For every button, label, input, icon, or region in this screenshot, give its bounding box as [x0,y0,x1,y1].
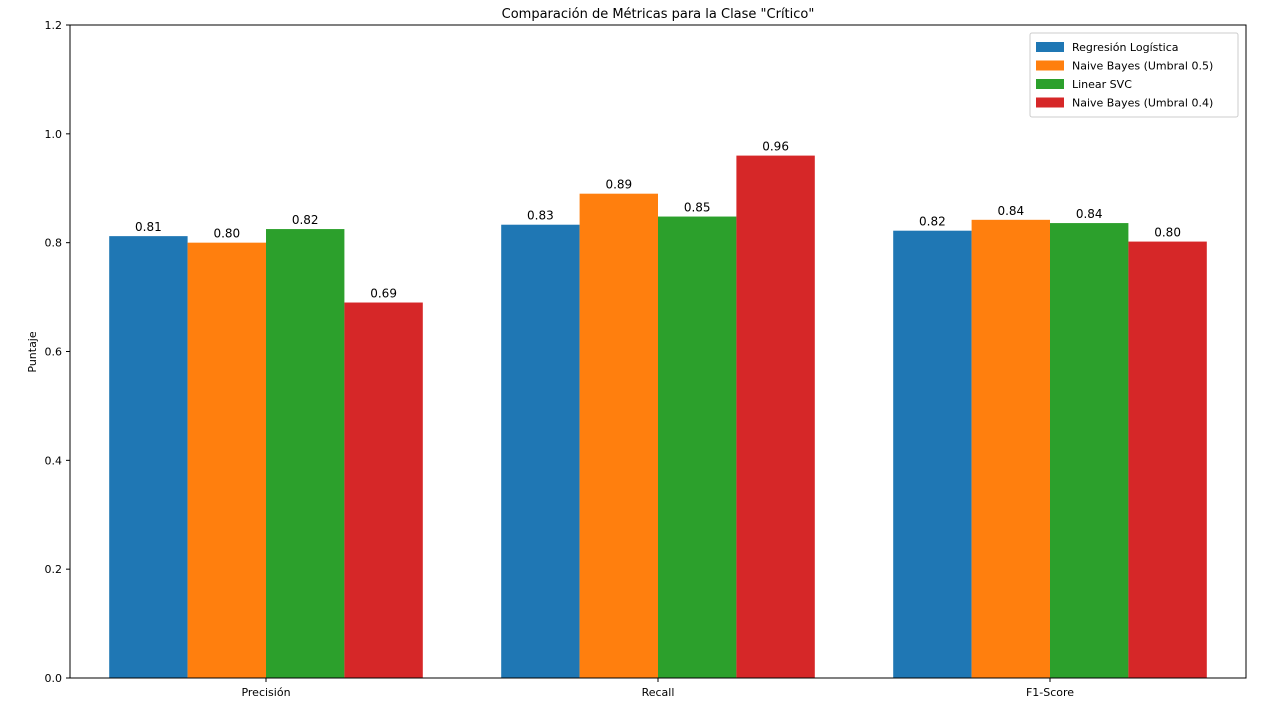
bar-value-label: 0.89 [605,178,632,192]
y-tick-label: 0.0 [45,672,63,685]
y-axis-label: Puntaje [26,331,39,372]
bar-2-3 [971,219,1050,679]
bar-1-3 [893,230,972,678]
bar-1-1 [109,236,188,679]
legend-swatch [1036,60,1064,71]
bar-labels-group: 0.81 0.80 0.82 0.69 0.83 0.89 0.85 0.96 0.82 0.84… [135,140,1181,301]
bar-2-1 [187,242,266,678]
bar-3-3 [1050,223,1129,678]
bar-value-label: 0.80 [1154,226,1181,240]
bar-4-2 [736,155,815,679]
bar-3-1 [266,229,345,678]
legend-swatch [1036,79,1064,89]
bar-value-label: 0.69 [370,287,397,301]
x-tick-label: Precisión [241,686,290,699]
bar-value-label: 0.84 [997,204,1024,218]
y-tick-label: 0.6 [45,346,63,359]
bar-4-3 [1128,241,1207,678]
plot-frame [69,24,1247,679]
bar-value-label: 0.85 [684,201,711,215]
x-tick-label: Recall [642,686,675,699]
x-axis: Precisión Recall F1-Score [241,678,1074,699]
bar-value-label: 0.83 [527,209,554,223]
legend-label: Regresión Logística [1072,41,1179,54]
legend-label: Naive Bayes (Umbral 0.4) [1072,97,1213,110]
legend-label: Naive Bayes (Umbral 0.5) [1072,60,1213,73]
x-tick-label: F1-Score [1026,686,1074,699]
legend-swatch [1036,97,1064,108]
bar-4-1 [344,302,423,678]
y-axis: 0.0 0.2 0.4 0.6 0.8 1.0 1.2 [45,19,70,685]
bar-value-label: 0.80 [213,227,240,241]
legend: Regresión Logística Naive Bayes (Umbral 0… [1029,32,1239,118]
bar-value-label: 0.82 [919,215,946,229]
y-tick-label: 1.2 [45,19,63,32]
bar-value-label: 0.82 [292,213,319,227]
y-tick-label: 1.0 [45,128,63,141]
bars-group [109,155,1207,679]
legend-box [1029,32,1239,118]
legend-label: Linear SVC [1072,78,1132,91]
y-tick-label: 0.2 [45,563,63,576]
legend-swatch [1036,42,1064,52]
bar-value-label: 0.96 [762,140,789,154]
bar-value-label: 0.81 [135,220,162,234]
y-tick-label: 0.4 [45,454,63,467]
bar-1-2 [501,224,580,678]
chart-title: Comparación de Métricas para la Clase "C… [502,7,815,22]
bar-2-2 [579,193,658,679]
y-tick-label: 0.8 [45,237,63,250]
bar-3-2 [658,216,737,678]
bar-value-label: 0.84 [1076,207,1103,221]
